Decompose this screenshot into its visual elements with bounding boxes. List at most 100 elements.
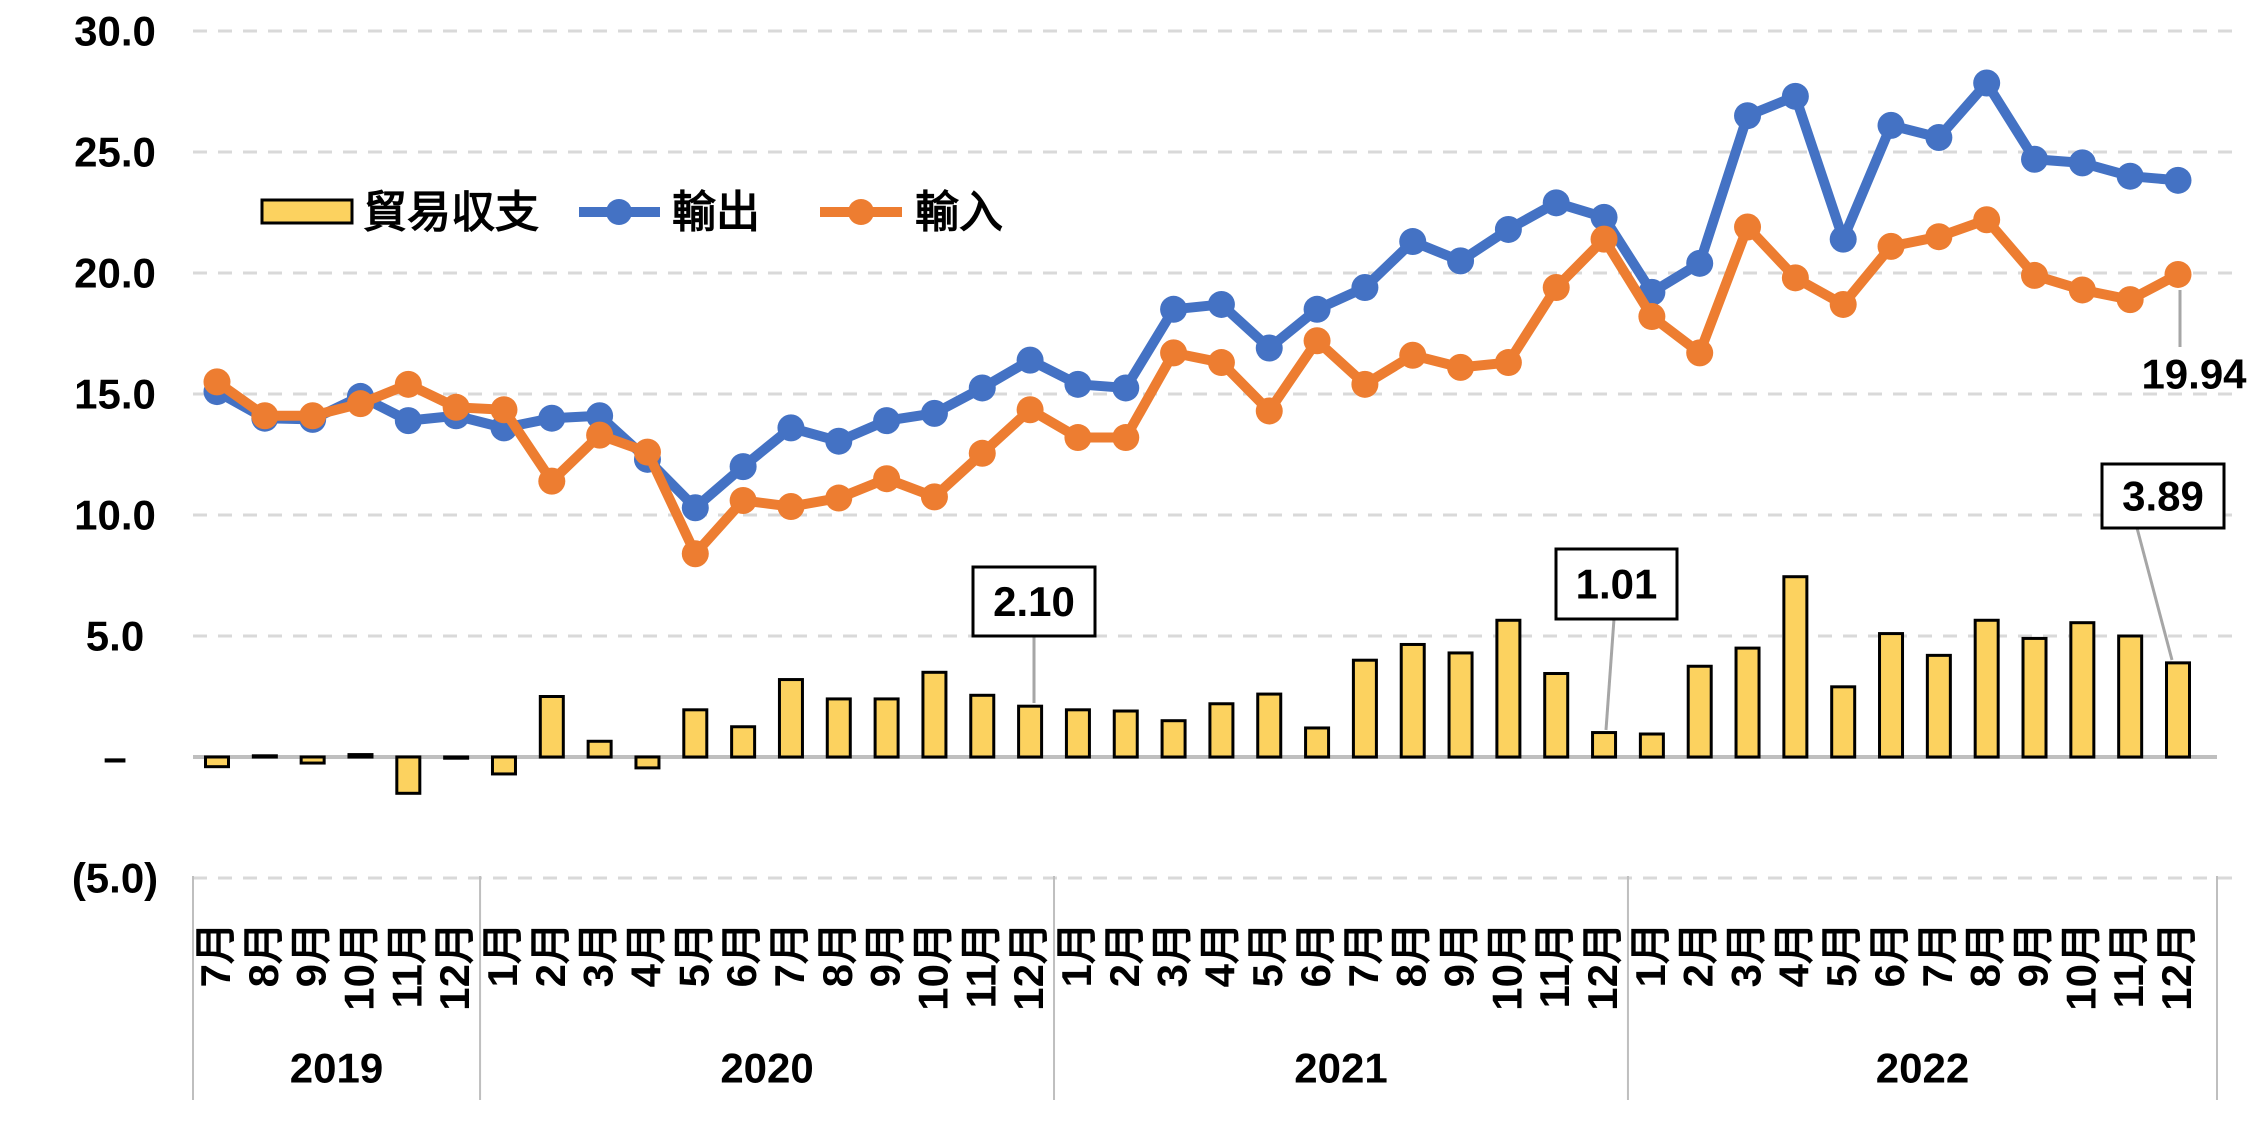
imports-point <box>1207 349 1235 377</box>
exports-point <box>1877 111 1905 139</box>
year-label: 2019 <box>290 1045 383 1092</box>
exports-point <box>1255 334 1283 362</box>
balance-bar <box>299 755 326 765</box>
balance-bar <box>395 755 422 795</box>
balance-bar <box>682 708 709 759</box>
exports-point <box>1064 370 1092 398</box>
balance-bar <box>586 739 613 759</box>
y-tick-label: 10.0 <box>74 492 156 539</box>
legend-bar-swatch <box>260 198 354 225</box>
imports-point <box>1303 327 1331 355</box>
balance-bar <box>873 697 900 759</box>
imports-point <box>2116 286 2144 314</box>
exports-point <box>2021 145 2049 173</box>
month-label: 5月 <box>1818 922 1865 987</box>
imports-point <box>968 439 996 467</box>
exports-point <box>825 427 853 455</box>
exports-point <box>538 404 566 432</box>
exports-point <box>394 407 422 435</box>
exports-point <box>1542 189 1570 217</box>
exports-point <box>1686 249 1714 277</box>
month-label: 4月 <box>1196 922 1243 987</box>
month-label: 6月 <box>1292 922 1339 987</box>
balance-bar <box>204 755 230 769</box>
month-label: 12月 <box>1005 922 1052 1011</box>
month-label: 7月 <box>1914 922 1961 987</box>
exports-point <box>1494 215 1522 243</box>
month-label: 2月 <box>1675 922 1722 987</box>
imports-point <box>1542 274 1570 302</box>
x-axis-month-labels: 7月 8月 9月 10月 11月 12月 1月 2月 3月 4月 5月 6月 7月 8月 9月 10月 11月 1… <box>192 922 2200 1011</box>
y-tick-label: 5.0 <box>86 613 144 660</box>
imports-point <box>1590 225 1618 253</box>
month-label: 7月 <box>766 922 813 987</box>
balance-bar <box>1208 702 1235 759</box>
imports-point <box>1399 341 1427 369</box>
month-label: 10月 <box>909 922 956 1011</box>
imports-point <box>681 540 709 568</box>
data-annotations: 2.10 1.01 3.89 19.94 <box>971 290 2247 731</box>
exports-point <box>586 402 614 430</box>
annotation-box <box>971 565 1097 638</box>
y-tick-label: 20.0 <box>74 250 156 297</box>
balance-bar <box>1734 646 1761 759</box>
exports-point <box>1590 203 1618 231</box>
y-tick-label: 25.0 <box>74 129 156 176</box>
imports-point <box>1255 397 1283 425</box>
exports-point <box>1016 346 1044 374</box>
imports-point <box>1686 339 1714 367</box>
balance-bar <box>634 755 661 770</box>
month-label: 3月 <box>575 922 622 987</box>
imports-point <box>538 467 566 495</box>
imports-point <box>2068 276 2096 304</box>
y-tick-label: (5.0) <box>72 855 158 902</box>
imports-point <box>777 493 805 521</box>
imports-point <box>873 465 901 493</box>
year-label: 2022 <box>1876 1045 1969 1092</box>
exports-point <box>1829 225 1857 253</box>
balance-bar <box>347 753 374 759</box>
exports-point <box>1160 295 1188 323</box>
month-label: 2月 <box>1101 922 1148 987</box>
month-label: 1月 <box>1053 922 1100 987</box>
balance-bar <box>1064 708 1091 759</box>
month-label: 1月 <box>1627 922 1674 987</box>
month-label: 12月 <box>2153 922 2200 1011</box>
imports-point <box>490 396 518 424</box>
imports-point <box>1973 206 2001 234</box>
imports-point <box>729 486 757 514</box>
imports-point <box>1064 424 1092 452</box>
month-label: 10月 <box>335 922 382 1011</box>
month-label: 8月 <box>1962 922 2009 987</box>
balance-bar <box>921 670 948 759</box>
month-label: 7月 <box>192 922 239 987</box>
exports-point <box>729 453 757 481</box>
month-label: 5月 <box>670 922 717 987</box>
month-label: 9月 <box>2010 922 2057 987</box>
imports-point <box>1112 424 1140 452</box>
balance-bar <box>1351 658 1378 759</box>
year-label: 2021 <box>1294 1045 1387 1092</box>
imports-point <box>1351 370 1379 398</box>
balance-bar <box>1782 575 1809 759</box>
imports-point <box>920 483 948 511</box>
year-label: 2020 <box>720 1045 813 1092</box>
month-label: 4月 <box>1770 922 1817 987</box>
month-label: 7月 <box>1340 922 1387 987</box>
annotation-box <box>2100 462 2226 530</box>
month-label: 9月 <box>1436 922 1483 987</box>
imports-point <box>1734 213 1762 241</box>
balance-bar <box>1447 651 1474 759</box>
balance-bar <box>251 754 278 759</box>
imports-point <box>586 421 614 449</box>
annotation-value: 3.89 <box>2122 473 2204 520</box>
month-label: 10月 <box>1483 922 1530 1011</box>
imports-point <box>1781 264 1809 292</box>
imports-point <box>394 370 422 398</box>
balance-bar <box>2117 634 2144 759</box>
exports-point <box>1351 274 1379 302</box>
imports-point <box>1447 353 1475 381</box>
balance-bar <box>1304 726 1331 759</box>
imports-point <box>1638 303 1666 331</box>
